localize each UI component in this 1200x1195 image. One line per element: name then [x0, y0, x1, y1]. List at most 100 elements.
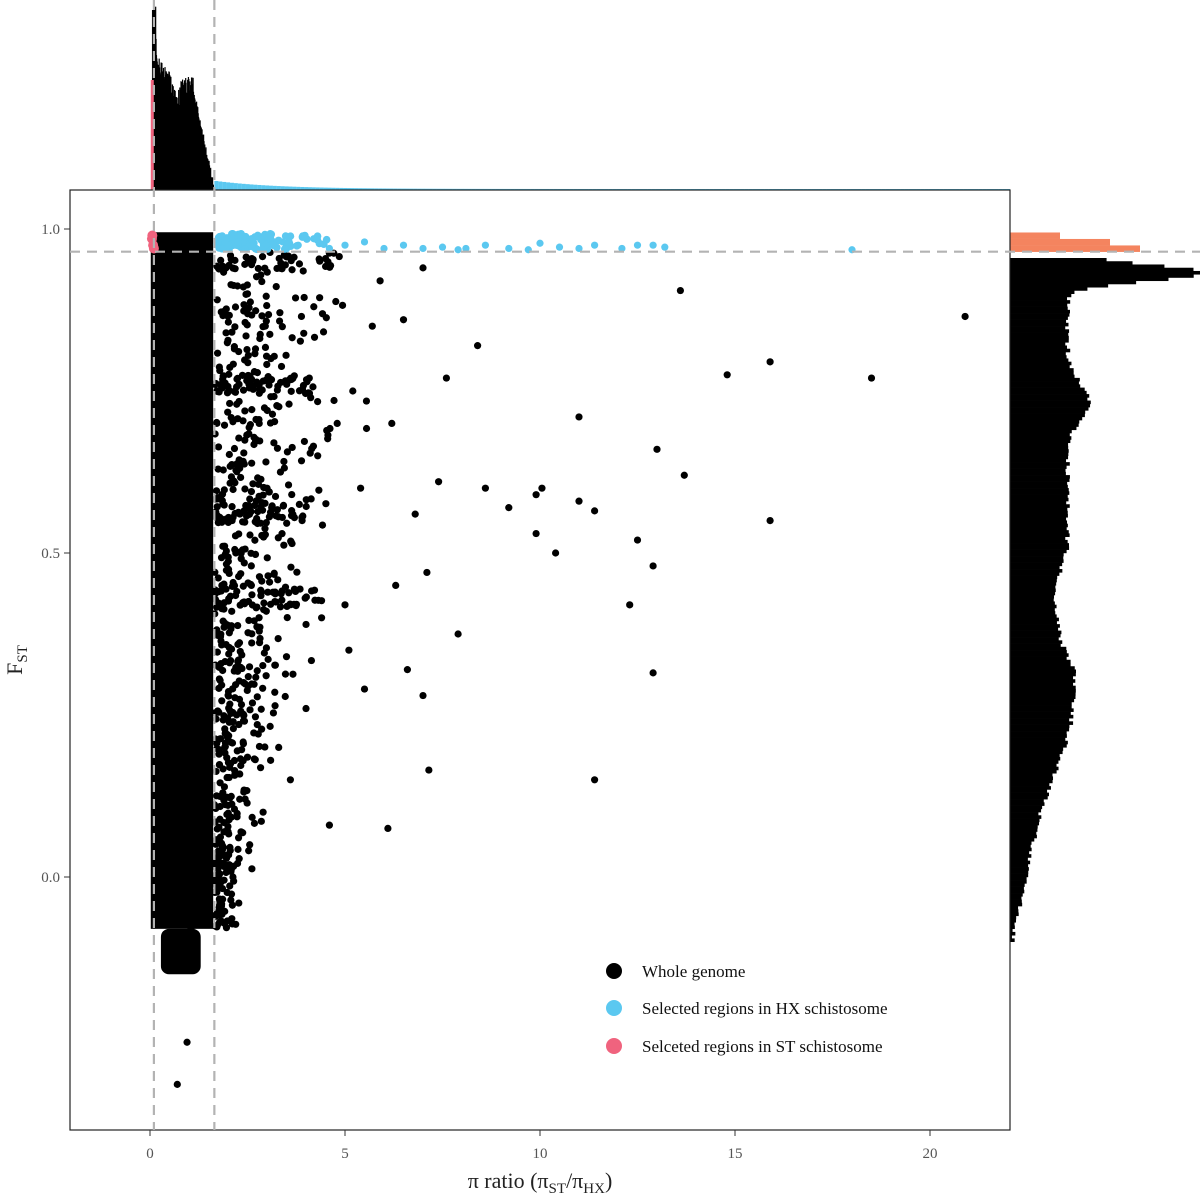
- right-density-bar: [1010, 471, 1066, 476]
- right-density-bar: [1010, 296, 1068, 301]
- right-density-bar: [1010, 578, 1057, 583]
- whole-genome-point: [276, 309, 284, 317]
- whole-genome-point: [233, 468, 241, 476]
- whole-genome-point: [240, 307, 248, 315]
- whole-genome-point: [319, 328, 328, 336]
- right-density-bar: [1010, 653, 1069, 657]
- right-density-bar: [1010, 769, 1057, 774]
- right-density-bar: [1010, 828, 1038, 832]
- whole-genome-point: [213, 648, 221, 656]
- whole-genome-point: [230, 756, 239, 765]
- right-density-bar: [1010, 786, 1051, 790]
- hx-selected-point: [399, 241, 408, 249]
- whole-genome-point: [302, 704, 310, 713]
- right-density-bar: [1010, 808, 1042, 813]
- whole-genome-point: [266, 419, 275, 427]
- whole-genome-point: [240, 449, 248, 457]
- top-density-hx-bar: [393, 188, 398, 190]
- whole-genome-point: [271, 702, 279, 710]
- whole-genome-point: [235, 456, 243, 464]
- whole-genome-point: [240, 679, 248, 687]
- top-density-hx-bar: [389, 188, 394, 190]
- whole-genome-point: [220, 501, 228, 509]
- hx-selected-point: [234, 238, 243, 246]
- right-density-bar: [1010, 510, 1068, 515]
- whole-genome-point: [211, 568, 219, 576]
- whole-genome-point: [266, 722, 274, 730]
- whole-genome-point: [187, 925, 195, 933]
- whole-genome-point: [227, 813, 235, 821]
- whole-genome-point: [219, 859, 228, 867]
- right-density-bar: [1010, 523, 1068, 528]
- right-density-bar: [1010, 624, 1060, 628]
- whole-genome-point: [273, 444, 282, 452]
- right-density-bar: [1010, 274, 1194, 278]
- whole-genome-point: [257, 586, 265, 594]
- hx-selected-point: [505, 244, 513, 253]
- whole-genome-point: [505, 504, 513, 512]
- whole-genome-point: [263, 301, 271, 310]
- whole-genome-point: [263, 554, 271, 562]
- whole-genome-point: [279, 502, 287, 510]
- right-density-bar: [1010, 355, 1067, 359]
- whole-genome-point: [234, 640, 242, 648]
- right-density-bar: [1010, 870, 1029, 874]
- top-density-hx-bar: [214, 181, 219, 190]
- whole-genome-point: [250, 617, 258, 625]
- whole-genome-point: [318, 310, 327, 318]
- right-density-bar: [1010, 669, 1077, 674]
- whole-genome-point: [345, 646, 353, 654]
- hx-selected-point: [481, 241, 489, 249]
- right-density-bar: [1010, 744, 1067, 748]
- whole-genome-point: [272, 282, 280, 291]
- right-density-bar: [1010, 643, 1061, 648]
- whole-genome-point: [242, 501, 250, 510]
- hx-selected-point: [575, 244, 583, 253]
- right-density-bar: [1010, 617, 1059, 622]
- whole-genome-point: [301, 594, 309, 602]
- top-density-hx-bar: [261, 185, 266, 190]
- whole-genome-point: [240, 786, 248, 794]
- whole-genome-point: [277, 590, 285, 598]
- whole-genome-point: [222, 868, 230, 877]
- top-density-hx-bar: [319, 187, 324, 190]
- whole-genome-point: [212, 487, 221, 495]
- whole-genome-point: [240, 460, 248, 468]
- right-density-bar: [1010, 556, 1064, 560]
- whole-genome-point: [217, 554, 226, 562]
- legend-marker-whole-genome: [606, 963, 622, 979]
- whole-genome-point: [282, 653, 291, 661]
- whole-genome-point: [263, 484, 271, 492]
- whole-genome-point: [388, 419, 396, 427]
- right-density-bar: [1010, 740, 1068, 745]
- hx-selected-point: [618, 244, 626, 253]
- whole-genome-point: [251, 345, 260, 353]
- whole-genome-point: [253, 693, 261, 701]
- whole-genome-point: [221, 749, 229, 757]
- whole-genome-point: [227, 709, 235, 718]
- whole-genome-point: [242, 332, 250, 340]
- whole-genome-point: [295, 260, 304, 268]
- whole-genome-point: [262, 519, 270, 527]
- right-density-bar: [1010, 517, 1067, 521]
- right-density-bar: [1010, 899, 1022, 904]
- whole-genome-point: [253, 514, 261, 523]
- right-density-bar: [1010, 633, 1061, 638]
- right-density-bar: [1010, 912, 1019, 917]
- right-density-bar: [1010, 484, 1068, 489]
- top-density-hx-bar: [413, 188, 418, 190]
- right-density-bar: [1010, 646, 1067, 651]
- top-density-hx-bar: [358, 188, 363, 190]
- whole-genome-point: [326, 261, 335, 270]
- whole-genome-point: [315, 255, 323, 263]
- right-density-bar: [1010, 513, 1068, 518]
- whole-genome-point: [229, 485, 237, 494]
- whole-genome-point: [300, 329, 308, 337]
- whole-genome-point: [419, 691, 427, 700]
- hx-selected-point: [360, 238, 369, 246]
- right-density-bar: [1010, 458, 1067, 463]
- right-density-bar: [1010, 394, 1090, 398]
- whole-genome-point: [233, 747, 241, 755]
- right-density-bar: [1010, 844, 1031, 849]
